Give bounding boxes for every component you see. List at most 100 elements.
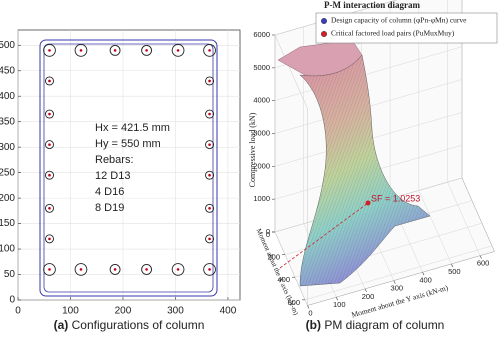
caption-label: (a): [54, 318, 69, 332]
x-tick-label: 400: [277, 275, 290, 284]
rebar: [203, 263, 216, 276]
grid-line: [447, 182, 481, 256]
x-tick-label: 200: [267, 253, 280, 262]
x-tick-label: 400: [220, 306, 237, 317]
y-tick-label: 0: [9, 295, 15, 306]
rebar: [205, 234, 215, 244]
section-outline: [39, 39, 218, 297]
y-tick-label: 400: [0, 91, 15, 102]
y-tick: [479, 255, 482, 259]
annotation-line: 8 D19: [95, 202, 124, 214]
y-tick-label: 200: [362, 292, 375, 301]
rebar-center: [176, 268, 180, 271]
rebar: [205, 140, 215, 150]
rebar-center: [208, 79, 211, 83]
annotation-line: Hy = 550 mm: [95, 138, 161, 150]
y-tick-label: 100: [333, 300, 346, 309]
rebar-center: [48, 173, 51, 177]
rebar: [141, 44, 152, 56]
y-tick-label: 600: [477, 259, 490, 268]
y-tick-label: 300: [0, 142, 15, 153]
x-tick-label: 600: [287, 298, 300, 307]
y-tick-label: 0: [308, 308, 312, 317]
sf-annotation: SF = 1.0253: [371, 193, 420, 203]
load-path: [279, 202, 369, 269]
y-tick-label: 250: [0, 167, 15, 178]
plot-area: [17, 29, 241, 301]
rebar-center: [208, 143, 211, 146]
x-tick-label: 200: [115, 306, 132, 317]
legend: [315, 12, 498, 44]
legend-label: Critical factored load pairs (PuMuxMuy): [331, 29, 455, 38]
y-tick-label: 300: [391, 284, 404, 293]
rebar: [45, 170, 54, 180]
x-tick-label: 0: [15, 306, 21, 317]
rebar-center: [48, 268, 51, 271]
rebar: [205, 109, 215, 119]
annotation-line: 12 D13: [95, 170, 130, 182]
rebar-center: [208, 237, 211, 241]
rebar: [109, 264, 121, 275]
rebar: [43, 263, 56, 276]
z-tick-label: 1000: [253, 194, 270, 203]
rebar: [205, 170, 215, 180]
z-tick-label: 4000: [253, 96, 270, 105]
stirrup-outline: [43, 43, 214, 293]
y-tick: [393, 280, 396, 284]
rebar-center: [48, 79, 51, 83]
caption: (a) Configurations of column: [54, 318, 205, 332]
rebars: [43, 44, 216, 276]
legend-entries: Design capacity of column (φPn-φMn) curv…: [321, 16, 467, 38]
grid: 0 100 200 300 400 0 50 100 150 200 250 300 350 400 450…: [0, 30, 240, 317]
rebar: [43, 44, 56, 57]
rebar: [45, 203, 54, 213]
rebar-center: [208, 112, 211, 116]
rebar: [171, 44, 185, 57]
z-tick-label: 2000: [253, 161, 270, 170]
rebar-center: [113, 49, 117, 52]
rebar-center: [48, 112, 51, 116]
rebar-center: [208, 49, 211, 52]
chart-title: P-M interaction diagram: [324, 0, 420, 10]
legend-marker: [321, 18, 328, 25]
z-tick-label: 6000: [253, 30, 270, 39]
rebar: [205, 76, 215, 86]
rebar: [74, 44, 88, 57]
rebar-center: [145, 49, 148, 52]
rebar: [141, 264, 152, 275]
y-tick-label: 450: [0, 65, 15, 76]
rebar-center: [113, 268, 117, 271]
rebar: [203, 44, 216, 57]
z-axis-label: Compressive load (kN): [248, 112, 257, 187]
y-tick-label: 200: [0, 193, 15, 204]
rebar-center: [48, 207, 51, 210]
y-tick-label: 50: [4, 269, 16, 280]
x-tick-label: 0: [266, 230, 270, 239]
grid-line: [304, 245, 493, 301]
rebar: [45, 140, 54, 150]
rebar: [171, 263, 185, 276]
surface-mesh: [300, 55, 430, 286]
right-panel: 0 1000 2000 3000 4000 5000 6000 0 100 200 300 400 50…: [248, 0, 498, 332]
y-tick-label: 350: [0, 116, 15, 127]
rebar-center: [208, 268, 211, 271]
y-tick-label: 100: [0, 244, 15, 255]
rebar-center: [145, 268, 148, 271]
annotation-line: Rebars:: [95, 154, 134, 166]
z-tick-label: 5000: [253, 63, 270, 72]
y-tick: [364, 288, 367, 293]
y-tick: [336, 297, 339, 301]
y-tick: [307, 305, 310, 309]
x-tick-label: 300: [167, 306, 184, 317]
y-tick: [451, 263, 454, 268]
y-tick-label: 400: [419, 275, 432, 284]
z-tick-label: 3000: [253, 128, 270, 137]
rebar: [109, 44, 121, 56]
caption-text: Configurations of column: [72, 318, 205, 332]
rebar: [45, 76, 54, 86]
grid-line: [274, 0, 398, 36]
rebar-center: [208, 173, 211, 177]
rebar: [74, 263, 88, 276]
caption: (b) PM diagram of column: [306, 318, 445, 332]
